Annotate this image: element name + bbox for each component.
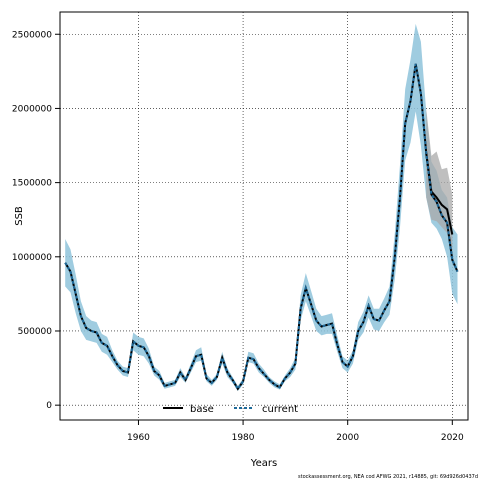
- grid-lines: [60, 12, 468, 420]
- y-tick-label-3: 1500000: [12, 179, 52, 189]
- legend-current-label: current: [262, 404, 298, 415]
- x-tick-label-0: 1960: [127, 433, 150, 443]
- x-tick-label-1: 1980: [232, 433, 255, 443]
- footer-credit: stockassessment.org, NEA cod AFWG 2021, …: [298, 474, 478, 480]
- current-confidence-band: [65, 23, 458, 392]
- current-series-line: [64, 63, 459, 391]
- y-axis-label: SSB: [14, 206, 25, 226]
- legend-base-label: base: [190, 404, 214, 415]
- base-series-line-tail: [425, 152, 454, 235]
- x-axis-ticks: 1960 1980 2000 2020: [127, 420, 464, 443]
- x-tick-label-3: 2020: [441, 433, 464, 443]
- y-tick-label-4: 2000000: [12, 104, 52, 114]
- y-tick-label-0: 0: [46, 401, 52, 411]
- x-tick-label-2: 2000: [336, 433, 359, 443]
- y-tick-label-2: 1000000: [12, 253, 52, 263]
- y-axis-ticks: 0 500000 1000000 1500000 2000000 2500000: [12, 30, 60, 411]
- y-tick-label-5: 2500000: [12, 30, 52, 40]
- plot-frame: [59, 11, 469, 421]
- legend: base current: [163, 404, 298, 415]
- y-tick-label-1: 500000: [18, 327, 53, 337]
- x-axis-label: Years: [250, 458, 277, 469]
- series-lines: [64, 63, 459, 391]
